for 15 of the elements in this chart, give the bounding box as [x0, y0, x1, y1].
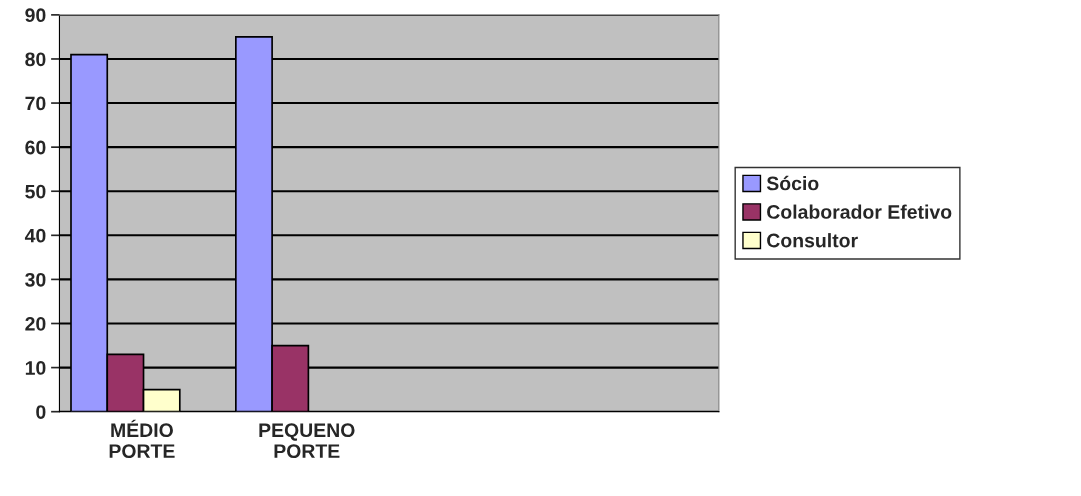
y-tick-label: 20: [25, 316, 46, 331]
y-tick-label: 10: [25, 361, 46, 375]
y-tick-label: 50: [25, 184, 46, 199]
y-tick-label: 90: [25, 8, 46, 23]
legend-label: Consultor: [767, 233, 858, 248]
y-tick-label: 0: [36, 405, 46, 419]
y-tick-label: 40: [24, 228, 46, 243]
y-tick-label: 60: [25, 140, 46, 155]
y-tick-label: 80: [25, 52, 46, 67]
y-tick-label: 70: [25, 96, 46, 111]
x-tick-label: MÉDIO PORTE: [109, 419, 175, 459]
legend-label: Colaborador Efetivo: [767, 204, 952, 219]
x-tick-label: PEQUENO PORTE: [259, 423, 355, 459]
legend-label: Sócio: [766, 175, 819, 191]
y-tick-label: 30: [25, 272, 46, 287]
